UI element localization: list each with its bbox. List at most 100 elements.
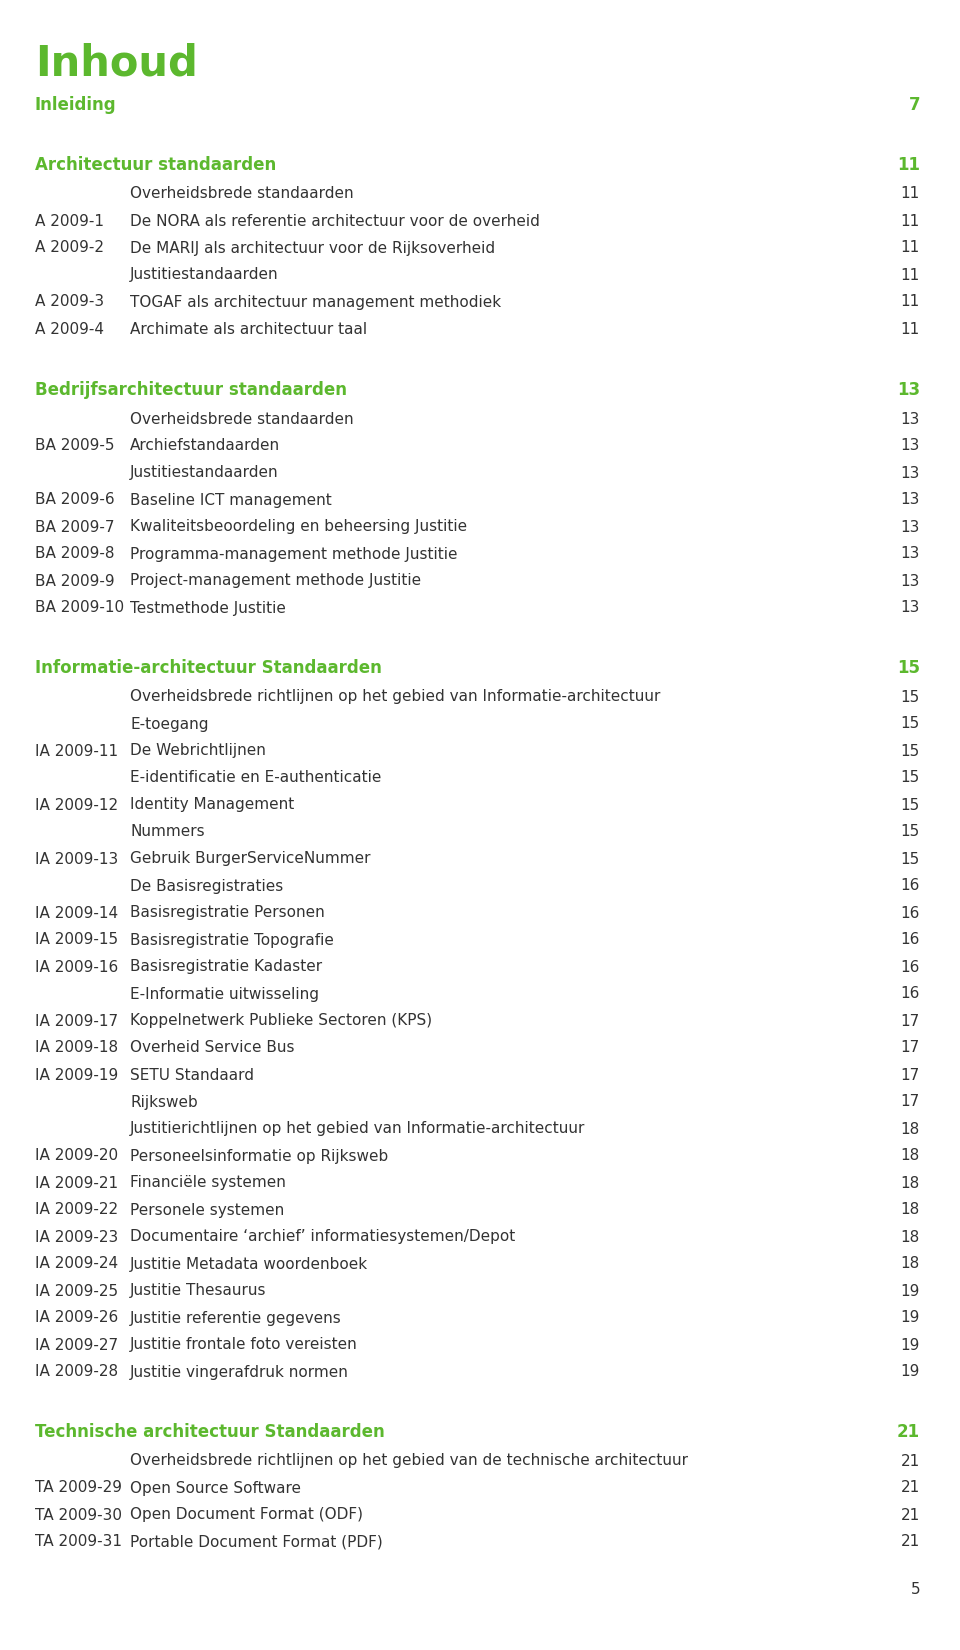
Text: 16: 16 [900,987,920,1002]
Text: 17: 17 [900,1068,920,1082]
Text: BA 2009-5: BA 2009-5 [35,439,114,454]
Text: Identity Management: Identity Management [130,797,295,812]
Text: 16: 16 [900,960,920,975]
Text: 15: 15 [900,851,920,866]
Text: 15: 15 [900,797,920,812]
Text: SETU Standaard: SETU Standaard [130,1068,254,1082]
Text: Architectuur standaarden: Architectuur standaarden [35,157,276,173]
Text: IA 2009-19: IA 2009-19 [35,1068,118,1082]
Text: 13: 13 [900,411,920,426]
Text: A 2009-2: A 2009-2 [35,241,104,256]
Text: 15: 15 [900,825,920,840]
Text: IA 2009-16: IA 2009-16 [35,960,118,975]
Text: Justitierichtlijnen op het gebied van Informatie-architectuur: Justitierichtlijnen op het gebied van In… [130,1122,586,1137]
Text: Personele systemen: Personele systemen [130,1203,284,1218]
Text: IA 2009-14: IA 2009-14 [35,906,118,921]
Text: Overheidsbrede standaarden: Overheidsbrede standaarden [130,186,353,201]
Text: Technische architectuur Standaarden: Technische architectuur Standaarden [35,1422,385,1440]
Text: Overheidsbrede richtlijnen op het gebied van de technische architectuur: Overheidsbrede richtlijnen op het gebied… [130,1454,688,1468]
Text: BA 2009-7: BA 2009-7 [35,520,114,535]
Text: 21: 21 [897,1422,920,1440]
Text: A 2009-3: A 2009-3 [35,294,104,310]
Text: 19: 19 [900,1310,920,1325]
Text: 11: 11 [900,213,920,228]
Text: 15: 15 [900,771,920,785]
Text: A 2009-4: A 2009-4 [35,322,104,337]
Text: 13: 13 [900,546,920,561]
Text: 15: 15 [900,744,920,759]
Text: 15: 15 [900,716,920,731]
Text: Basisregistratie Personen: Basisregistratie Personen [130,906,324,921]
Text: Archiefstandaarden: Archiefstandaarden [130,439,280,454]
Text: De NORA als referentie architectuur voor de overheid: De NORA als referentie architectuur voor… [130,213,540,228]
Text: IA 2009-21: IA 2009-21 [35,1175,118,1191]
Text: TOGAF als architectuur management methodiek: TOGAF als architectuur management method… [130,294,501,310]
Text: 13: 13 [900,465,920,480]
Text: IA 2009-24: IA 2009-24 [35,1257,118,1272]
Text: 19: 19 [900,1365,920,1379]
Text: 11: 11 [897,157,920,173]
Text: IA 2009-18: IA 2009-18 [35,1041,118,1056]
Text: Basisregistratie Topografie: Basisregistratie Topografie [130,932,334,947]
Text: Kwaliteitsbeoordeling en beheersing Justitie: Kwaliteitsbeoordeling en beheersing Just… [130,520,468,535]
Text: Overheidsbrede richtlijnen op het gebied van Informatie-architectuur: Overheidsbrede richtlijnen op het gebied… [130,690,660,705]
Text: A 2009-1: A 2009-1 [35,213,104,228]
Text: 16: 16 [900,906,920,921]
Text: 18: 18 [900,1257,920,1272]
Text: Justitiestandaarden: Justitiestandaarden [130,465,278,480]
Text: 21: 21 [900,1480,920,1495]
Text: IA 2009-25: IA 2009-25 [35,1284,118,1299]
Text: E-toegang: E-toegang [130,716,208,731]
Text: Justitie Metadata woordenboek: Justitie Metadata woordenboek [130,1257,368,1272]
Text: Inhoud: Inhoud [35,41,198,84]
Text: IA 2009-23: IA 2009-23 [35,1229,118,1244]
Text: 18: 18 [900,1175,920,1191]
Text: IA 2009-13: IA 2009-13 [35,851,118,866]
Text: E-Informatie uitwisseling: E-Informatie uitwisseling [130,987,319,1002]
Text: 11: 11 [900,294,920,310]
Text: Portable Document Format (PDF): Portable Document Format (PDF) [130,1534,383,1549]
Text: 13: 13 [900,520,920,535]
Text: 17: 17 [900,1013,920,1028]
Text: Justitie Thesaurus: Justitie Thesaurus [130,1284,267,1299]
Text: IA 2009-22: IA 2009-22 [35,1203,118,1218]
Text: Documentaire ‘archief’ informatiesystemen/Depot: Documentaire ‘archief’ informatiesysteme… [130,1229,516,1244]
Text: TA 2009-31: TA 2009-31 [35,1534,122,1549]
Text: 18: 18 [900,1229,920,1244]
Text: 18: 18 [900,1203,920,1218]
Text: IA 2009-11: IA 2009-11 [35,744,118,759]
Text: 7: 7 [908,96,920,114]
Text: IA 2009-12: IA 2009-12 [35,797,118,812]
Text: IA 2009-28: IA 2009-28 [35,1365,118,1379]
Text: BA 2009-10: BA 2009-10 [35,601,124,615]
Text: Financiële systemen: Financiële systemen [130,1175,286,1191]
Text: Justitie frontale foto vereisten: Justitie frontale foto vereisten [130,1338,358,1353]
Text: Rijksweb: Rijksweb [130,1094,198,1109]
Text: BA 2009-6: BA 2009-6 [35,492,114,508]
Text: IA 2009-17: IA 2009-17 [35,1013,118,1028]
Text: 11: 11 [900,322,920,337]
Text: 13: 13 [900,574,920,589]
Text: 11: 11 [900,186,920,201]
Text: Open Source Software: Open Source Software [130,1480,301,1495]
Text: IA 2009-20: IA 2009-20 [35,1148,118,1163]
Text: 5: 5 [910,1582,920,1597]
Text: Testmethode Justitie: Testmethode Justitie [130,601,286,615]
Text: De Basisregistraties: De Basisregistraties [130,878,283,894]
Text: TA 2009-30: TA 2009-30 [35,1508,122,1523]
Text: BA 2009-9: BA 2009-9 [35,574,114,589]
Text: 19: 19 [900,1284,920,1299]
Text: 21: 21 [900,1508,920,1523]
Text: Justitiestandaarden: Justitiestandaarden [130,267,278,282]
Text: Overheidsbrede standaarden: Overheidsbrede standaarden [130,411,353,426]
Text: 13: 13 [900,439,920,454]
Text: Bedrijfsarchitectuur standaarden: Bedrijfsarchitectuur standaarden [35,381,347,399]
Text: Personeelsinformatie op Rijksweb: Personeelsinformatie op Rijksweb [130,1148,388,1163]
Text: IA 2009-26: IA 2009-26 [35,1310,118,1325]
Text: Baseline ICT management: Baseline ICT management [130,492,332,508]
Text: 16: 16 [900,932,920,947]
Text: 18: 18 [900,1122,920,1137]
Text: TA 2009-29: TA 2009-29 [35,1480,122,1495]
Text: 17: 17 [900,1041,920,1056]
Text: 21: 21 [900,1454,920,1468]
